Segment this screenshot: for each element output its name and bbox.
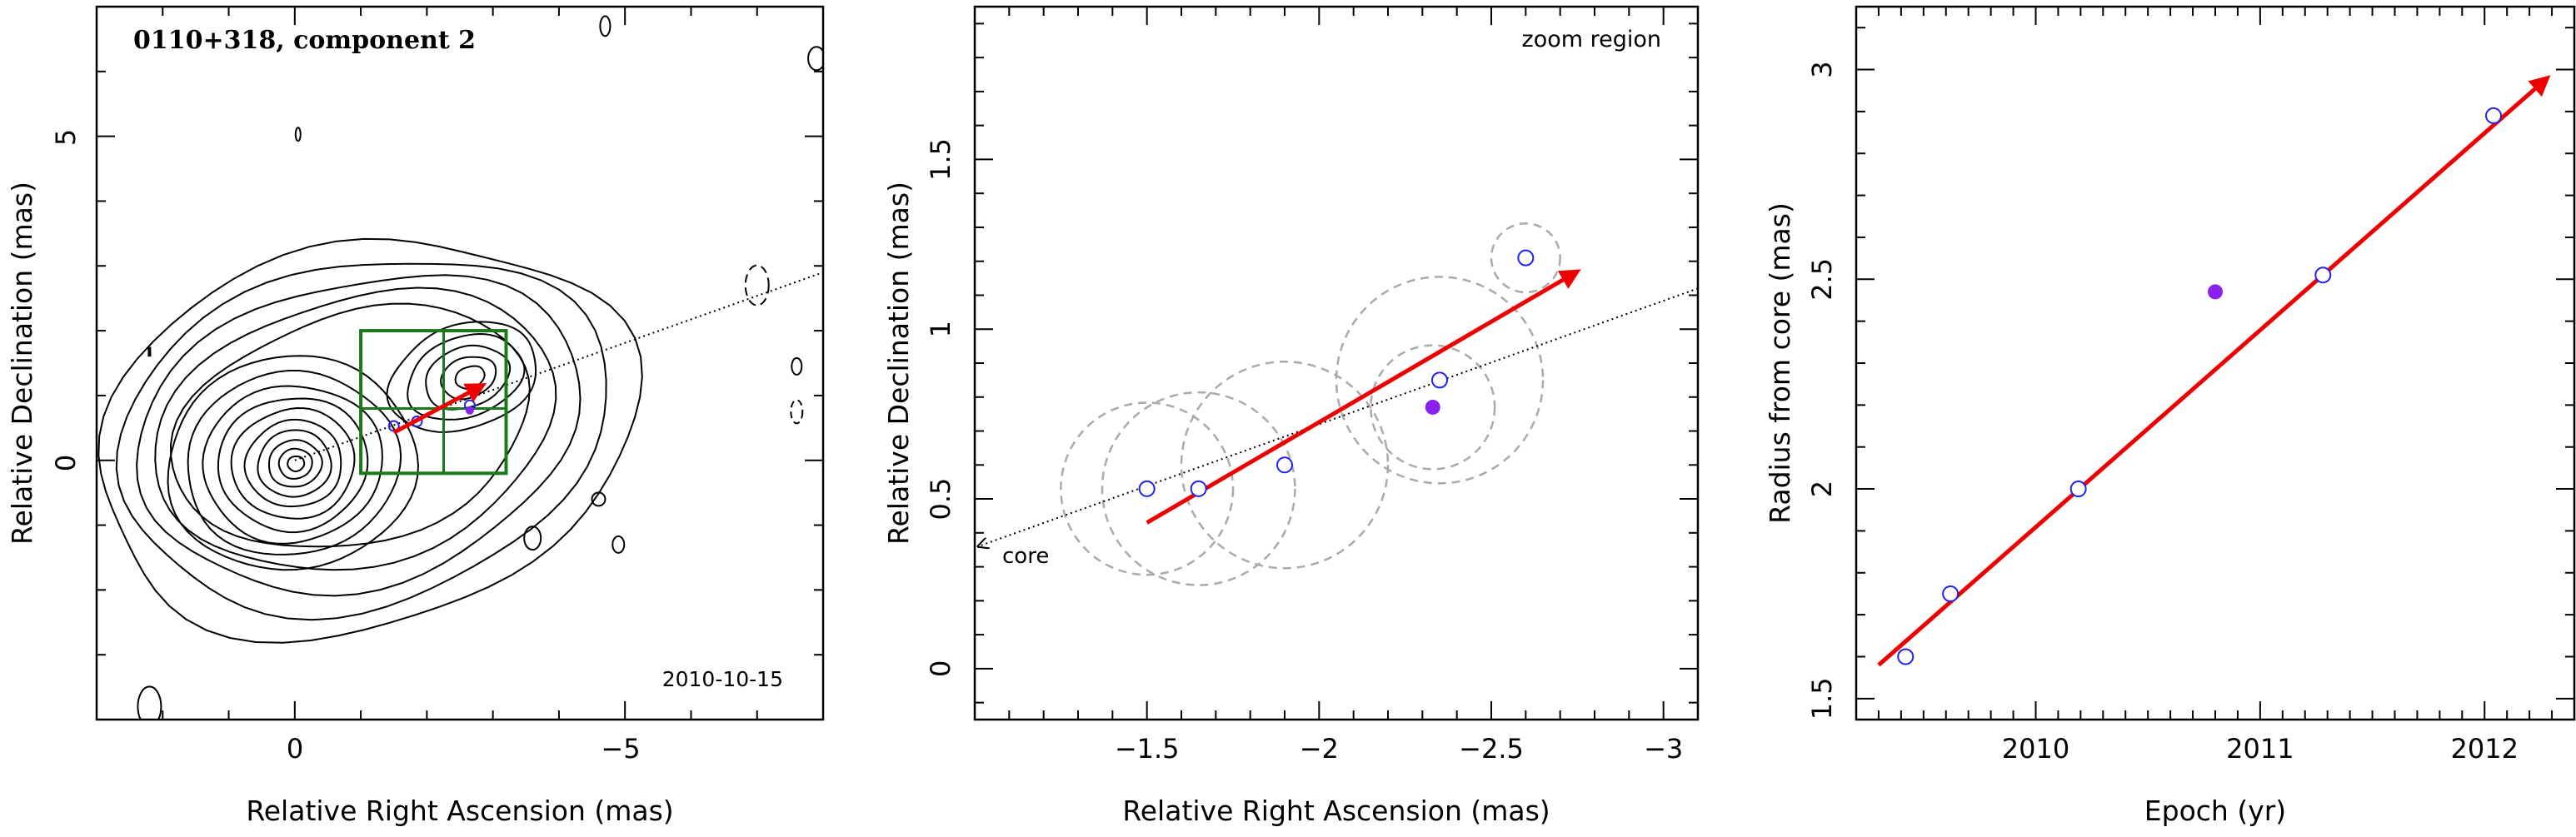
epoch-marker: [2314, 267, 2332, 284]
middle-plot-frame: [973, 5, 1700, 721]
middle-x-axis-label: Relative Right Ascension (mas): [1122, 795, 1550, 827]
contour-line: [277, 447, 313, 480]
velocity-arrow: [1146, 269, 1581, 525]
contour-line: [440, 356, 497, 401]
right-tick-marks: [1856, 7, 2574, 720]
left-plot-frame: [95, 5, 825, 721]
position-marker: [1138, 480, 1156, 497]
epoch-marker: [1942, 585, 1959, 602]
epoch-marker: [2069, 481, 2087, 498]
right-ytick-label: 2: [1806, 481, 1838, 497]
left-date-label: 2010-10-15: [662, 667, 783, 691]
right-xtick-label: 2012: [2451, 733, 2519, 765]
error-circle: [1490, 222, 1561, 294]
contour-line: [268, 439, 323, 488]
right-ytick-label: 1.5: [1806, 677, 1838, 720]
noise-contour: [791, 356, 803, 376]
highlight-marker: [465, 406, 474, 415]
highlight-marker: [1425, 399, 1440, 415]
jet-axis-line: [978, 287, 1698, 546]
noise-contour: [294, 127, 302, 142]
jet-axis-line: [294, 272, 823, 461]
left-ytick-label: 0: [50, 455, 82, 471]
contour-line: [257, 429, 332, 498]
error-circle: [1370, 344, 1496, 471]
zoom-region-box: [359, 329, 508, 476]
highlight-marker: [2208, 284, 2223, 300]
contour-line: [202, 385, 383, 545]
right-x-axis-label: Epoch (yr): [2144, 795, 2286, 827]
right-y-axis-label: Radius from core (mas): [1764, 202, 1796, 524]
right-ytick-label: 3: [1806, 61, 1838, 77]
epoch-marker: [1897, 648, 1915, 665]
noise-contour: [591, 491, 607, 507]
contour-line: [287, 456, 306, 472]
middle-y-axis-label: Relative Declination (mas): [882, 182, 915, 545]
contour-line: [230, 406, 356, 520]
contour-line: [386, 321, 537, 433]
contour-line: [97, 237, 643, 644]
contour-line: [425, 344, 512, 411]
middle-ytick-label: 1.5: [925, 138, 956, 181]
contour-line: [115, 262, 607, 621]
velocity-arrow: [392, 383, 487, 435]
noise-contour: [612, 535, 626, 554]
core-label: core: [1002, 544, 1049, 569]
left-xtick-label: −5: [601, 733, 640, 765]
noise-contour: [137, 685, 162, 720]
noise-contour: [807, 46, 823, 72]
error-circle: [1335, 276, 1545, 485]
fit-line: [1877, 75, 2551, 667]
right-plot-frame: [1855, 5, 2576, 721]
middle-xtick-label: −2: [1300, 733, 1339, 765]
contour-map: [97, 15, 823, 720]
middle-ytick-label: 0: [925, 660, 956, 677]
contour-line: [136, 274, 582, 597]
error-circle: [1101, 391, 1296, 586]
noise-contour: [523, 526, 542, 551]
left-tick-marks: [97, 6, 823, 720]
contour-line: [187, 370, 402, 556]
epoch-marker: [2485, 107, 2503, 124]
negative-contour: [744, 264, 770, 306]
left-y-axis-label: Relative Declination (mas): [6, 182, 38, 545]
middle-xtick-label: −2.5: [1459, 733, 1524, 765]
negative-contour: [790, 399, 804, 425]
contour-line: [243, 418, 342, 508]
right-xtick-label: 2011: [2226, 733, 2294, 765]
contour-line: [167, 355, 420, 571]
left-title: 0110+318, component 2: [133, 26, 476, 55]
error-circle: [1060, 401, 1235, 576]
contour-line: [217, 397, 369, 534]
left-xtick-label: 0: [287, 733, 303, 765]
position-marker: [1276, 456, 1293, 474]
middle-tick-marks: [974, 7, 1699, 720]
contour-panel: 0110+318, component 2 2010-10-15 0 −5 0 …: [6, 5, 825, 827]
left-x-axis-label: Relative Right Ascension (mas): [246, 795, 673, 827]
zoom-panel: zoom region core −1.5 −2 −2.5 −3 0 0.5 1…: [882, 5, 1700, 827]
zoom-region-label: zoom region: [1522, 27, 1661, 52]
middle-ytick-label: 0.5: [925, 478, 956, 521]
middle-ytick-label: 1: [925, 321, 956, 337]
radius-epoch-panel: 2010 2011 2012 1.5 2 2.5 3 Epoch (yr) Ra…: [1764, 5, 2576, 827]
position-marker: [1431, 371, 1448, 389]
middle-xtick-label: −3: [1644, 733, 1683, 765]
contour-line: [169, 302, 531, 548]
position-marker: [1190, 480, 1207, 497]
contour-line: [154, 286, 557, 571]
right-xtick-label: 2010: [2002, 733, 2069, 765]
position-marker: [1517, 249, 1535, 267]
noise-contour: [599, 15, 612, 37]
left-ytick-label: 5: [50, 129, 82, 146]
middle-xtick-label: −1.5: [1115, 733, 1180, 765]
error-circle: [1180, 361, 1390, 570]
right-ytick-label: 2.5: [1806, 258, 1838, 301]
